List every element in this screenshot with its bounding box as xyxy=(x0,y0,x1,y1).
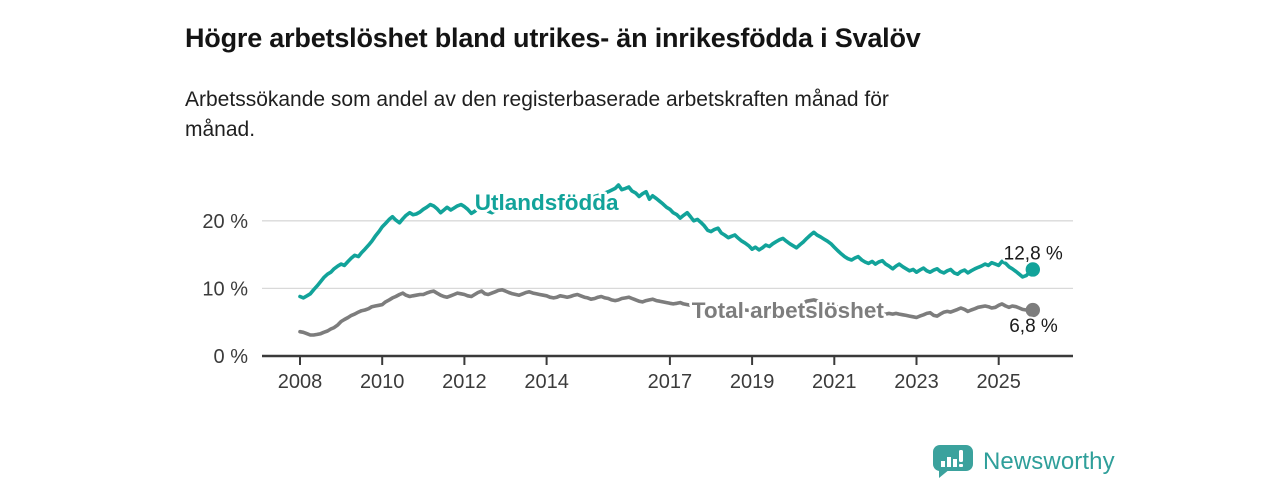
y-axis-tick-label: 10 % xyxy=(202,278,248,300)
series-label-utlandsfodda: Utlandsfödda xyxy=(475,190,619,215)
page-title: Högre arbetslöshet bland utrikes- än inr… xyxy=(185,23,921,54)
series-label-total: Total arbetslöshet xyxy=(692,298,885,323)
end-dot-total xyxy=(1025,302,1041,318)
x-axis-tick-label: 2023 xyxy=(894,371,939,393)
chart-subtitle-line2: månad. xyxy=(185,118,256,141)
end-dot-utlandsfodda xyxy=(1025,262,1041,277)
end-value-label-utlandsfodda: 12,8 % xyxy=(1004,243,1063,264)
x-axis-tick-label: 2010 xyxy=(360,371,405,393)
brand-wordmark: Newsworthy xyxy=(983,447,1115,475)
x-axis-tick-label: 2008 xyxy=(278,371,323,393)
chart-subtitle: Arbetssökande som andel av den registerb… xyxy=(185,85,1085,145)
x-axis-tick-label: 2017 xyxy=(648,371,693,393)
newsworthy-bar-chart-speech-bubble-icon xyxy=(933,445,973,478)
end-value-label-total: 6,8 % xyxy=(1009,316,1058,337)
x-axis-tick-label: 2025 xyxy=(976,371,1021,393)
series-line-total xyxy=(298,287,1035,337)
x-axis-tick-label: 2021 xyxy=(812,371,857,393)
y-axis-tick-label: 0 % xyxy=(214,346,249,368)
chart-subtitle-line1: Arbetssökande som andel av den registerb… xyxy=(185,88,889,111)
x-axis-tick-label: 2014 xyxy=(524,371,569,393)
series-line-utlandsfodda xyxy=(298,183,1035,300)
y-axis-tick-label: 20 % xyxy=(202,211,248,233)
newsworthy-logo[interactable]: Newsworthy xyxy=(932,444,1115,479)
x-axis-tick-label: 2019 xyxy=(730,371,775,393)
x-axis-tick-label: 2012 xyxy=(442,371,487,393)
